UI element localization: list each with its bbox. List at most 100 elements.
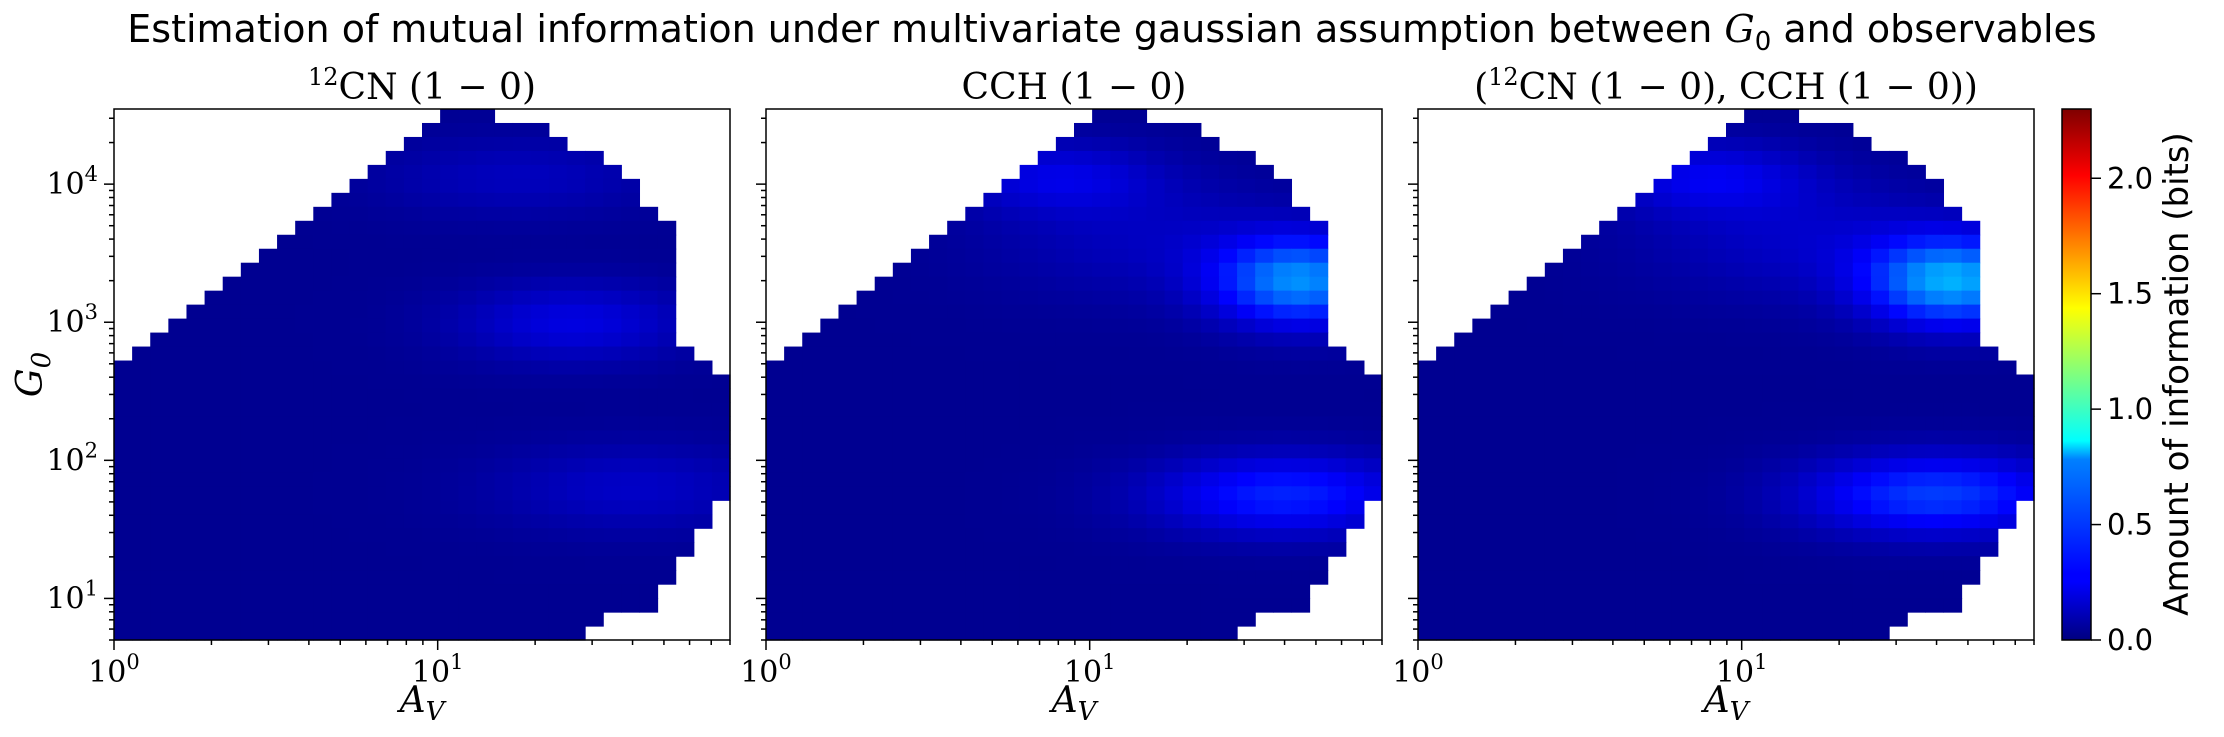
- heatmap-cell: [1617, 206, 1637, 222]
- heatmap-cell: [1635, 472, 1655, 487]
- heatmap-cell: [1454, 374, 1473, 390]
- heatmap-cell: [621, 178, 641, 194]
- heatmap-cell: [947, 318, 966, 334]
- heatmap-cell: [349, 612, 369, 627]
- heatmap-cell: [1943, 500, 1963, 515]
- heatmap-cell: [1146, 192, 1166, 208]
- heatmap-cell: [1128, 178, 1148, 194]
- heatmap-cell: [1562, 430, 1582, 445]
- heatmap-cell: [1653, 318, 1673, 334]
- heatmap-cell: [1997, 472, 2017, 487]
- heatmap-cell: [910, 584, 930, 599]
- heatmap-cell: [566, 598, 586, 613]
- heatmap-cell: [168, 500, 188, 515]
- heatmap-cell: [1762, 192, 1781, 208]
- heatmap-cell: [1218, 612, 1238, 627]
- heatmap-cell: [621, 584, 641, 599]
- heatmap-cell: [403, 290, 423, 306]
- heatmap-cell: [258, 570, 278, 585]
- heatmap-cell: [1635, 416, 1655, 431]
- heatmap-cell: [585, 248, 604, 264]
- heatmap-cell: [1526, 416, 1546, 431]
- heatmap-cell: [1707, 444, 1727, 459]
- heatmap-cell: [1200, 626, 1220, 641]
- heatmap-cell: [1762, 430, 1781, 445]
- heatmap-cell: [621, 458, 641, 473]
- heatmap-cell: [367, 626, 387, 641]
- heatmap-cell: [1834, 360, 1854, 376]
- heatmap-cell: [440, 598, 459, 613]
- heatmap-cell: [585, 262, 604, 278]
- heatmap-cell: [367, 178, 387, 194]
- heatmap-cell: [1979, 472, 1999, 487]
- heatmap-cell: [458, 458, 477, 473]
- heatmap-cell: [186, 318, 206, 334]
- y-axis-label: G0: [10, 352, 57, 397]
- heatmap-cell: [1617, 360, 1637, 376]
- heatmap-cell: [621, 430, 641, 445]
- heatmap-cell: [367, 570, 387, 585]
- heatmap-cell: [1237, 570, 1256, 585]
- heatmap-cell: [1816, 164, 1836, 180]
- heatmap-cell: [1834, 136, 1854, 152]
- heatmap-cell: [1961, 528, 1981, 543]
- heatmap-cell: [1744, 374, 1763, 390]
- heatmap-cell: [1925, 374, 1945, 390]
- heatmap-cell: [1526, 472, 1546, 487]
- heatmap-cell: [1092, 206, 1111, 222]
- heatmap-cell: [1001, 304, 1021, 320]
- heatmap-cell: [585, 346, 604, 362]
- heatmap-cell: [585, 486, 604, 501]
- heatmap-cell: [1798, 150, 1818, 166]
- heatmap-cell: [1164, 136, 1184, 152]
- heatmap-cell: [295, 598, 314, 613]
- heatmap-cell: [476, 136, 496, 152]
- heatmap-cell: [240, 626, 260, 641]
- heatmap-cell: [1454, 514, 1473, 529]
- heatmap-cell: [802, 458, 821, 473]
- heatmap-cell: [1273, 598, 1293, 613]
- heatmap-cell: [1816, 598, 1836, 613]
- heatmap-cell: [240, 276, 260, 292]
- heatmap-cell: [1436, 528, 1455, 543]
- heatmap-cell: [566, 528, 586, 543]
- heatmap-cell: [403, 444, 423, 459]
- heatmap-cell: [820, 556, 840, 571]
- heatmap-cell: [1635, 206, 1655, 222]
- heatmap-cell: [621, 388, 641, 404]
- heatmap-cell: [494, 360, 514, 376]
- heatmap-cell: [1907, 444, 1926, 459]
- heatmap-cell: [639, 402, 659, 418]
- heatmap-cell: [1870, 150, 1890, 166]
- heatmap-cell: [476, 332, 496, 348]
- heatmap-cell: [1200, 318, 1220, 334]
- heatmap-cell: [1816, 276, 1836, 292]
- heatmap-cell: [1943, 332, 1963, 348]
- heatmap-cell: [295, 220, 314, 236]
- heatmap-cell: [1128, 626, 1148, 641]
- heatmap-cell: [1273, 416, 1293, 431]
- heatmap-cell: [1762, 528, 1781, 543]
- heatmap-cell: [367, 416, 387, 431]
- heatmap-cell: [1074, 598, 1093, 613]
- heatmap-cell: [1834, 150, 1854, 166]
- heatmap-cell: [1726, 570, 1745, 585]
- heatmap-cell: [476, 360, 496, 376]
- heatmap-cell: [548, 136, 568, 152]
- heatmap-cell: [1200, 192, 1220, 208]
- heatmap-cell: [1019, 584, 1039, 599]
- heatmap-cell: [1889, 318, 1908, 334]
- heatmap-cell: [585, 150, 604, 166]
- heatmap-cell: [1762, 122, 1781, 138]
- heatmap-cell: [929, 402, 948, 418]
- x-tick-label: 101: [1716, 650, 1768, 690]
- heatmap-cell: [240, 318, 260, 334]
- heatmap-cell: [1164, 528, 1184, 543]
- heatmap-cell: [1200, 458, 1220, 473]
- heatmap-cell: [621, 374, 641, 390]
- heatmap-cell: [1164, 472, 1184, 487]
- heatmap-cell: [802, 500, 821, 515]
- heatmap-cell: [1943, 346, 1963, 362]
- heatmap-cell: [1889, 360, 1908, 376]
- heatmap-cell: [1110, 360, 1129, 376]
